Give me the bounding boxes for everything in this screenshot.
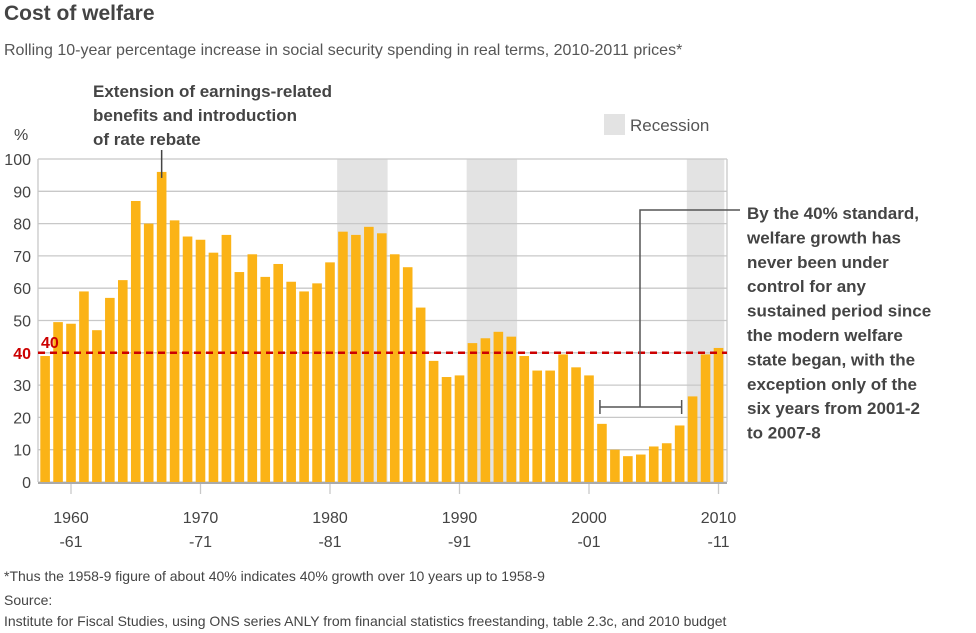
y-tick-label: 100 (4, 152, 31, 169)
bar-1979 (312, 283, 322, 482)
x-tick-label-sub: -01 (577, 534, 600, 551)
annotation-standard-line: six years from 2001-2 (747, 399, 920, 418)
bar-1993 (493, 331, 504, 482)
legend-label-recession: Recession (630, 116, 709, 135)
y-tick-label: 30 (13, 378, 31, 395)
annotation-standard-line: to 2007-8 (747, 424, 821, 443)
bar-1983 (364, 226, 374, 482)
annotation-earnings-line: benefits and introduction (93, 106, 297, 125)
y-tick-label: 20 (13, 410, 31, 427)
bracket-leader (639, 209, 740, 407)
bar-1984 (377, 233, 387, 482)
y-tick-label: 40 (13, 346, 31, 363)
y-tick-label: 60 (13, 281, 31, 298)
bar-1963 (105, 297, 115, 482)
y-tick-label: 80 (13, 217, 31, 234)
chart-title: Cost of welfare (4, 2, 155, 25)
y-tick-label: 90 (13, 184, 31, 201)
bar-1992 (480, 338, 491, 482)
bar-2002 (610, 449, 620, 482)
x-tick-label-sub: -61 (59, 534, 82, 551)
x-tick-label-sub: -91 (448, 534, 471, 551)
bar-1982 (351, 234, 361, 482)
source-label: Source: (4, 592, 53, 608)
bar-1999 (571, 367, 581, 482)
bar-1988 (428, 360, 439, 482)
threshold-label: 40 (41, 335, 59, 352)
bar-1996 (532, 370, 542, 482)
bar-1964 (118, 280, 128, 482)
y-tick-label: 10 (13, 443, 31, 460)
bar-1991 (467, 343, 478, 482)
annotation-standard-line: exception only of the (747, 375, 917, 394)
bar-1981 (338, 231, 348, 482)
bar-1987 (415, 307, 426, 482)
bar-2003 (623, 456, 633, 482)
bar-1969 (182, 236, 193, 482)
bar-1965 (130, 200, 141, 483)
annotation-standard-line: never been under (747, 253, 889, 272)
x-tick-label: 2010 (701, 510, 737, 527)
bar-2005 (648, 446, 659, 482)
bar-1977 (286, 281, 296, 482)
x-tick-label: 2000 (571, 510, 607, 527)
bar-1976 (273, 263, 283, 482)
bar-1973 (234, 272, 245, 482)
y-tick-label: 70 (13, 249, 31, 266)
x-tick-label: 1980 (312, 510, 348, 527)
bar-1960 (66, 323, 76, 482)
annotation-standard-line: sustained period since (747, 302, 931, 321)
bar-1972 (221, 234, 232, 482)
chart-subtitle: Rolling 10-year percentage increase in s… (4, 42, 683, 59)
footnote: *Thus the 1958-9 figure of about 40% ind… (4, 568, 545, 584)
source-text: Institute for Fiscal Studies, using ONS … (4, 613, 727, 629)
bar-1967 (156, 171, 167, 483)
bar-2004 (636, 454, 646, 482)
annotation-standard-line: control for any (747, 277, 867, 296)
annotation-standard-line: the modern welfare (747, 326, 903, 345)
bar-1980 (325, 262, 335, 482)
bar-2000 (584, 375, 594, 482)
bar-2009 (700, 354, 711, 482)
y-axis-label: % (14, 127, 28, 144)
annotation-earnings-line: Extension of earnings-related (93, 82, 332, 101)
bar-1990 (454, 375, 465, 482)
legend-swatch-recession (604, 114, 625, 135)
x-tick-label: 1990 (442, 510, 478, 527)
bar-1970 (195, 239, 206, 482)
bar-1971 (208, 252, 219, 482)
bar-1974 (247, 254, 258, 482)
bar-1997 (545, 370, 555, 482)
bar-1998 (558, 354, 568, 482)
bar-1978 (299, 291, 309, 482)
bar-2010 (713, 347, 724, 482)
y-tick-label: 0 (22, 475, 31, 492)
x-tick-label-sub: -81 (318, 534, 341, 551)
bar-1962 (92, 330, 102, 482)
x-tick-label: 1970 (183, 510, 219, 527)
bar-1994 (506, 336, 517, 482)
bar-2006 (661, 443, 672, 482)
bar-2007 (674, 425, 685, 482)
bar-1989 (441, 377, 452, 482)
bar-1968 (169, 220, 180, 482)
annotation-standard-line: By the 40% standard, (747, 204, 919, 223)
annotation-earnings-line: of rate rebate (93, 130, 201, 149)
x-tick-label: 1960 (53, 510, 89, 527)
bar-1985 (389, 254, 400, 482)
bar-1975 (260, 276, 271, 482)
bar-1958 (40, 356, 50, 482)
bar-2008 (687, 396, 698, 482)
bar-1959 (53, 322, 63, 482)
annotation-standard-line: welfare growth has (746, 228, 901, 247)
bar-1961 (79, 291, 89, 482)
bar-1995 (519, 356, 530, 482)
x-tick-label-sub: -71 (189, 534, 212, 551)
x-tick-label-sub: -11 (708, 534, 730, 551)
annotation-standard-line: state began, with the (747, 350, 915, 369)
y-tick-label: 50 (13, 314, 31, 331)
bar-2001 (597, 423, 607, 482)
bar-1986 (402, 267, 413, 482)
